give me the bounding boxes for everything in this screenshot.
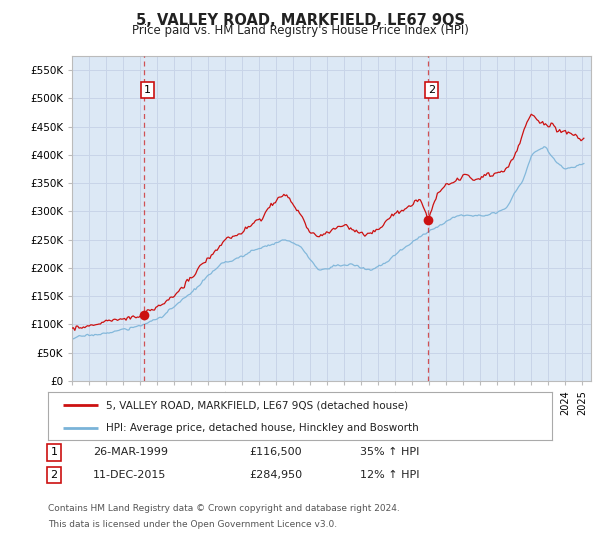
Text: 1: 1 — [144, 85, 151, 95]
Text: 5, VALLEY ROAD, MARKFIELD, LE67 9QS: 5, VALLEY ROAD, MARKFIELD, LE67 9QS — [136, 13, 464, 28]
Text: 2: 2 — [428, 85, 435, 95]
Text: This data is licensed under the Open Government Licence v3.0.: This data is licensed under the Open Gov… — [48, 520, 337, 529]
Text: HPI: Average price, detached house, Hinckley and Bosworth: HPI: Average price, detached house, Hinc… — [106, 423, 419, 433]
Text: Contains HM Land Registry data © Crown copyright and database right 2024.: Contains HM Land Registry data © Crown c… — [48, 504, 400, 513]
Text: 11-DEC-2015: 11-DEC-2015 — [93, 470, 166, 480]
Text: 26-MAR-1999: 26-MAR-1999 — [93, 447, 168, 458]
Text: £284,950: £284,950 — [249, 470, 302, 480]
Text: 2: 2 — [50, 470, 58, 480]
Text: 5, VALLEY ROAD, MARKFIELD, LE67 9QS (detached house): 5, VALLEY ROAD, MARKFIELD, LE67 9QS (det… — [106, 400, 408, 410]
Text: £116,500: £116,500 — [249, 447, 302, 458]
Text: 35% ↑ HPI: 35% ↑ HPI — [360, 447, 419, 458]
Text: 1: 1 — [50, 447, 58, 458]
Text: 12% ↑ HPI: 12% ↑ HPI — [360, 470, 419, 480]
Text: Price paid vs. HM Land Registry's House Price Index (HPI): Price paid vs. HM Land Registry's House … — [131, 24, 469, 37]
